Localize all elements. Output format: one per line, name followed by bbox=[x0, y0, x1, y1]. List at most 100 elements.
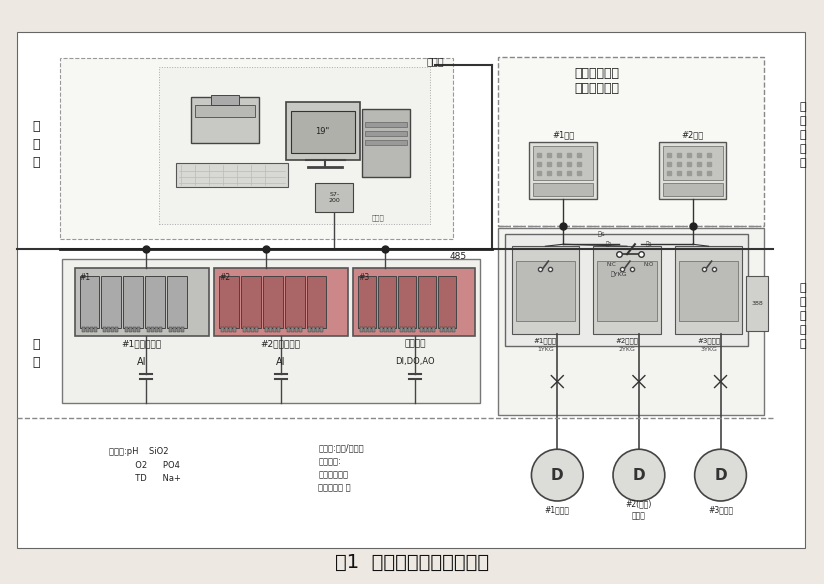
Bar bbox=[675, 246, 742, 334]
Bar bbox=[214, 268, 349, 336]
Bar bbox=[59, 58, 453, 239]
Text: 控
制
室: 控 制 室 bbox=[32, 120, 40, 169]
Bar bbox=[420, 327, 423, 332]
Bar bbox=[107, 327, 110, 332]
Bar bbox=[312, 327, 316, 332]
Bar bbox=[145, 276, 165, 328]
Bar bbox=[384, 327, 387, 332]
Bar bbox=[287, 327, 289, 332]
Bar bbox=[255, 327, 258, 332]
Bar bbox=[101, 276, 121, 328]
Bar bbox=[593, 246, 661, 334]
Text: 现
场: 现 场 bbox=[32, 338, 40, 369]
Bar bbox=[400, 327, 403, 332]
Bar bbox=[263, 276, 283, 328]
Text: 388: 388 bbox=[751, 301, 763, 307]
Text: AI: AI bbox=[137, 357, 146, 367]
Bar bbox=[298, 327, 302, 332]
Bar bbox=[90, 327, 92, 332]
Bar bbox=[418, 276, 436, 328]
Bar bbox=[365, 131, 407, 135]
Bar bbox=[195, 105, 255, 117]
Bar bbox=[358, 276, 377, 328]
Text: 总YKG: 总YKG bbox=[611, 272, 627, 277]
Bar bbox=[269, 327, 272, 332]
Bar bbox=[167, 276, 187, 328]
Bar bbox=[392, 327, 395, 332]
Bar bbox=[124, 276, 143, 328]
Bar bbox=[75, 268, 209, 336]
Bar bbox=[250, 327, 254, 332]
Bar bbox=[219, 276, 239, 328]
Bar bbox=[365, 122, 407, 127]
Bar bbox=[159, 67, 430, 224]
Bar bbox=[93, 327, 96, 332]
Bar bbox=[404, 327, 407, 332]
Text: N:C: N:C bbox=[606, 262, 616, 267]
Bar bbox=[181, 327, 184, 332]
Bar bbox=[308, 327, 311, 332]
Bar bbox=[447, 327, 451, 332]
Bar bbox=[159, 327, 162, 332]
Bar bbox=[438, 276, 456, 328]
Bar bbox=[191, 97, 259, 142]
Text: #2机数据采集: #2机数据采集 bbox=[260, 339, 301, 348]
Bar bbox=[432, 327, 435, 332]
Text: 485: 485 bbox=[449, 252, 466, 260]
Text: 炉水加磷酸盐: 炉水加磷酸盐 bbox=[574, 67, 620, 79]
Bar bbox=[307, 276, 326, 328]
Text: 主力控制: 主力控制 bbox=[405, 339, 426, 348]
Text: #3: #3 bbox=[358, 273, 369, 282]
Bar bbox=[247, 327, 250, 332]
Bar bbox=[291, 111, 355, 152]
Bar bbox=[398, 276, 416, 328]
Bar bbox=[243, 327, 246, 332]
Text: #2: #2 bbox=[219, 273, 230, 282]
Bar bbox=[530, 142, 597, 200]
Text: S7-
200: S7- 200 bbox=[329, 192, 340, 203]
Bar bbox=[516, 261, 575, 321]
Bar bbox=[380, 327, 383, 332]
Text: 1YKG: 1YKG bbox=[537, 347, 554, 352]
Text: 总1: 总1 bbox=[645, 241, 653, 247]
Bar bbox=[368, 327, 371, 332]
Bar bbox=[62, 259, 480, 404]
Bar bbox=[221, 327, 224, 332]
Bar bbox=[177, 327, 180, 332]
Text: 自动控制系统: 自动控制系统 bbox=[574, 82, 620, 95]
Text: #3加药泵: #3加药泵 bbox=[708, 506, 733, 515]
Text: N:O: N:O bbox=[644, 262, 654, 267]
Bar bbox=[265, 327, 268, 332]
Text: #2(备用)
加药泵: #2(备用) 加药泵 bbox=[625, 499, 652, 521]
Bar bbox=[533, 145, 593, 179]
Bar bbox=[364, 327, 368, 332]
Bar bbox=[286, 102, 360, 159]
Text: 总1: 总1 bbox=[606, 241, 612, 247]
Bar bbox=[173, 327, 176, 332]
Bar bbox=[440, 327, 442, 332]
Bar bbox=[498, 57, 765, 227]
Bar bbox=[211, 95, 239, 105]
Bar bbox=[321, 327, 324, 332]
Bar bbox=[86, 327, 88, 332]
Bar bbox=[747, 276, 768, 331]
Bar bbox=[104, 327, 106, 332]
Bar bbox=[498, 228, 765, 415]
Bar bbox=[115, 327, 119, 332]
Text: #3变频器: #3变频器 bbox=[697, 338, 720, 344]
Bar bbox=[365, 140, 407, 145]
Text: AI: AI bbox=[276, 357, 285, 367]
Text: 19": 19" bbox=[316, 127, 330, 136]
Bar bbox=[408, 327, 411, 332]
Bar bbox=[229, 327, 232, 332]
Text: #1: #1 bbox=[80, 273, 91, 282]
Bar bbox=[277, 327, 279, 332]
Bar bbox=[233, 327, 236, 332]
Bar bbox=[662, 145, 723, 179]
Bar bbox=[133, 327, 136, 332]
Text: 图1  在线监控及诊断系统图: 图1 在线监控及诊断系统图 bbox=[335, 553, 489, 572]
Circle shape bbox=[695, 449, 747, 501]
Text: #1变频器: #1变频器 bbox=[534, 338, 557, 344]
Text: 主力量:泵启/停远控
状态监视:
电流状态监视
变频器监控 等: 主力量:泵启/停远控 状态监视: 电流状态监视 变频器监控 等 bbox=[318, 444, 364, 492]
Bar bbox=[444, 327, 447, 332]
